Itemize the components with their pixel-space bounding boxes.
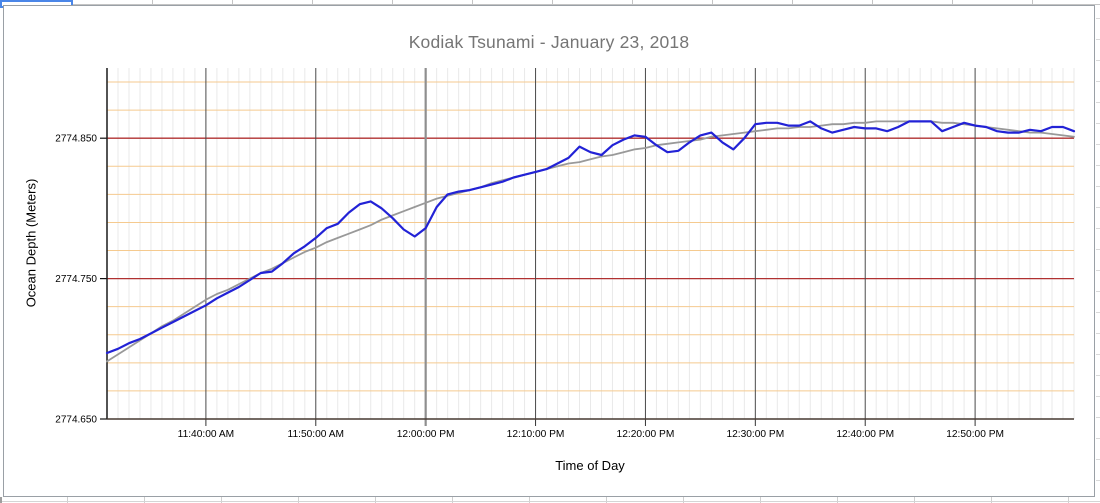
- chart-title: Kodiak Tsunami - January 23, 2018: [408, 32, 690, 52]
- left-edge-bar: [0, 497, 2, 503]
- x-tick-label: 12:00:00 PM: [397, 429, 455, 440]
- y-axis-title: Ocean Depth (Meters): [23, 178, 39, 308]
- y-tick-label: 2774.750: [55, 274, 97, 285]
- x-tick-label: 11:40:00 AM: [178, 429, 234, 440]
- column-borders: [73, 0, 1100, 4]
- x-tick-label: 12:40:00 PM: [836, 429, 894, 440]
- spreadsheet-top-row: [0, 0, 1100, 5]
- observed-series-line: [105, 120, 1076, 355]
- row-border: [73, 4, 1100, 5]
- spreadsheet-bottom-row: [0, 497, 1100, 503]
- x-tick-label: 12:30:00 PM: [726, 429, 784, 440]
- x-tick-label: 12:20:00 PM: [617, 429, 675, 440]
- x-axis-title: Time of Day: [555, 458, 625, 473]
- x-tick-label: 12:10:00 PM: [507, 429, 565, 440]
- x-tick-label: 12:50:00 PM: [946, 429, 1004, 440]
- chart-plot-area: 11:40:00 AM 11:50:00 AM 12:00:00 PM 12:10:0…: [55, 68, 1076, 440]
- y-tick-label: 2774.850: [55, 134, 97, 145]
- x-tick-label: 11:50:00 AM: [288, 429, 344, 440]
- row-border: [0, 501, 1100, 502]
- spreadsheet-right-column: [1096, 5, 1100, 497]
- y-tick-label: 2774.650: [55, 415, 97, 426]
- chart-card[interactable]: Kodiak Tsunami - January 23, 2018 11:40:…: [3, 5, 1095, 497]
